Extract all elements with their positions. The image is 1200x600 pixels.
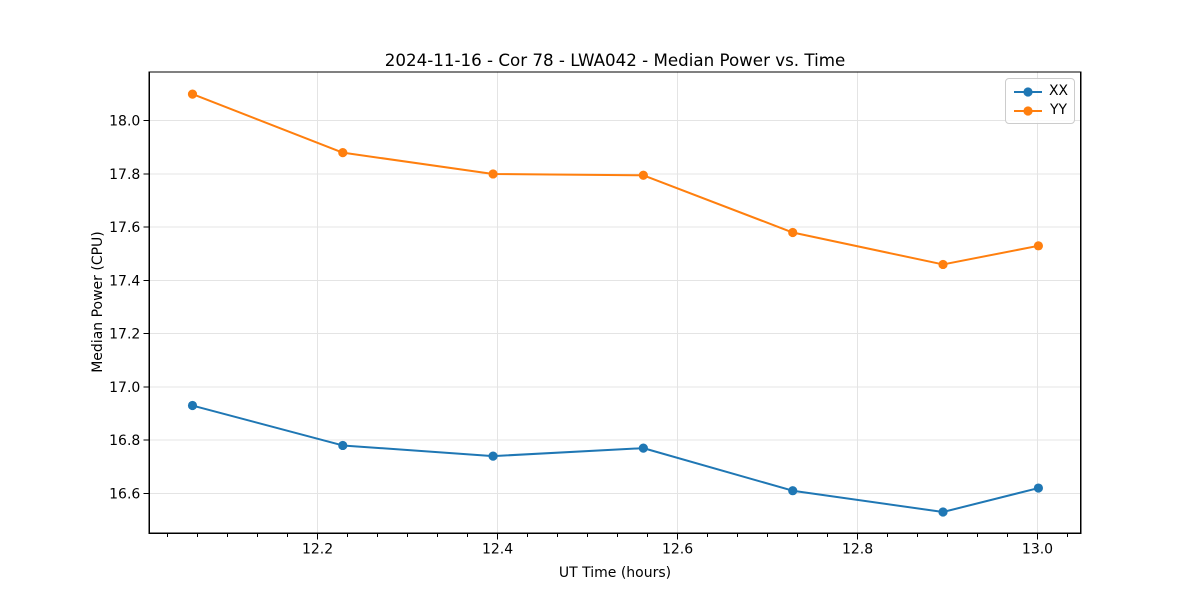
series-yy-line: [191, 93, 1040, 266]
x-tick-label: 12.4: [482, 541, 513, 557]
series-yy-point: [187, 89, 198, 99]
series-xx-point: [187, 400, 198, 411]
series-xx-point: [938, 507, 948, 517]
series-xx-point: [1033, 483, 1044, 493]
legend-sample-yy-icon: [1014, 105, 1042, 116]
y-tick-label: 17.8: [109, 167, 140, 183]
x-axis-label: UT Time (hours): [558, 565, 672, 581]
series-yy-point: [638, 170, 648, 180]
x-tick-label: 12.6: [662, 541, 693, 557]
x-tick-label: 13.0: [1022, 541, 1053, 557]
chart-title: 2024-11-16 - Cor 78 - LWA042 - Median Po…: [384, 50, 846, 70]
x-tick-label: 12.8: [842, 541, 873, 557]
series-yy-point: [938, 259, 948, 270]
series-xx-point: [488, 451, 498, 461]
series-yy-point: [488, 169, 498, 179]
axes-frame: [148, 71, 1082, 534]
y-tick-label: 16.6: [109, 486, 140, 502]
series-xx-point: [338, 440, 348, 451]
y-axis-label: Median Power (CPU): [90, 231, 106, 373]
legend-sample-xx-icon: [1014, 86, 1042, 97]
legend-label-xx: XX: [1048, 83, 1068, 99]
y-tick-label: 17.4: [109, 273, 140, 289]
legend-entry-xx: XX: [1013, 82, 1068, 101]
series-xx-point: [788, 486, 798, 496]
series-yy-point: [1033, 241, 1044, 251]
y-tick-label: 16.8: [109, 433, 140, 449]
series-xx-point: [638, 443, 648, 453]
y-tick-label: 17.6: [109, 220, 140, 236]
y-tick-label: 17.0: [109, 380, 140, 396]
legend-label-yy: YY: [1050, 102, 1067, 118]
legend-entry-yy: YY: [1013, 101, 1068, 120]
y-tick-label: 17.2: [109, 327, 140, 343]
series-yy-point: [338, 148, 348, 158]
legend: XX YY: [1005, 78, 1075, 124]
y-tick-label: 18.0: [109, 114, 140, 130]
series-xx-line: [191, 404, 1040, 514]
series-yy-point: [788, 227, 798, 238]
x-tick-label: 12.2: [302, 541, 333, 557]
